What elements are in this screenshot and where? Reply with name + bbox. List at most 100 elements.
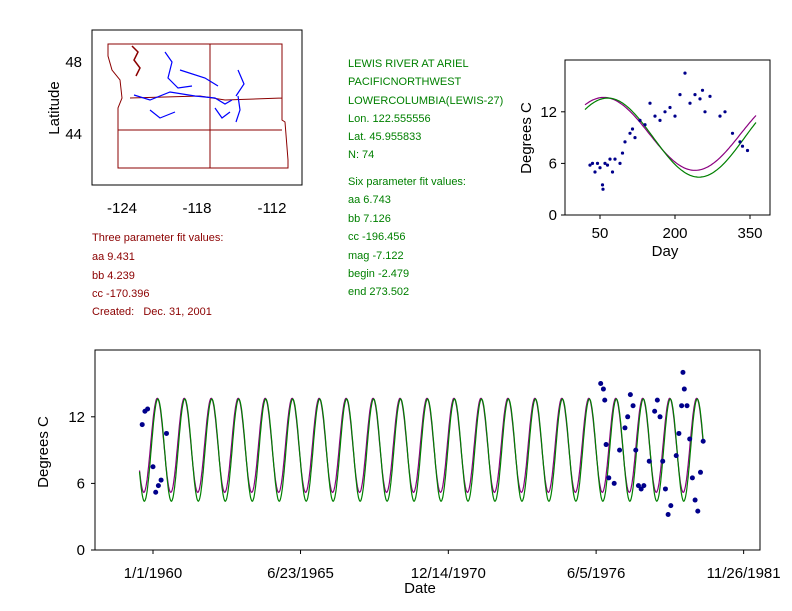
seasonal-data-point [623,140,627,144]
seasonal-data-point [603,161,607,165]
seasonal-data-point [708,94,712,98]
created-date: Created: Dec. 31, 2001 [92,306,212,318]
seasonal-chart: 50 200 350 0 6 12 Day Degrees C [518,59,771,260]
seasonal-data-point [688,101,692,105]
seasonal-data-point [740,144,745,148]
seasonal-data-point [630,127,635,131]
timeseries-data-point [689,475,695,481]
map-xtick: -124 [107,200,137,217]
seasonal-data-point [598,166,602,170]
six-param-aa: aa 6.743 [348,194,391,206]
timeseries-data-point [155,483,161,489]
timeseries-ytick-label: 12 [68,409,85,426]
timeseries-xtick-label: 12/14/1970 [411,565,486,582]
six-param-end: end 273.502 [348,286,410,298]
timeseries-data-point [603,442,609,448]
seasonal-data-point [658,118,662,122]
map-ytick: 44 [65,126,82,143]
timeseries-data-point [611,480,617,486]
timeseries-xtick-label: 1/1/1960 [124,565,182,582]
timeseries-data-point [695,508,701,514]
timeseries-data-point [687,436,693,442]
timeseries-xlabel: Date [404,580,436,597]
timeseries-data-point [681,386,687,392]
timeseries-xtick-label: 6/5/1976 [567,565,625,582]
timeseries-data-point [680,369,686,375]
timeseries-data-point [163,430,169,436]
timeseries-data-point [630,403,636,409]
station-lon: Lon. 122.555556 [348,113,431,125]
timeseries-data-point [684,403,690,409]
three-param-aa: aa 9.431 [92,251,135,263]
timeseries-data-point [139,422,145,428]
seasonal-data-point [628,131,632,135]
timeseries-data-point [625,414,631,420]
seasonal-data-point [605,163,610,167]
seasonal-data-point [745,148,750,153]
station-name: LEWIS RIVER AT ARIEL [348,58,469,70]
timeseries-data-point [153,489,159,495]
seasonal-data-point [718,114,722,118]
timeseries-chart: 1/1/1960 6/23/1965 12/14/1970 6/5/1976 11/26… [35,349,781,597]
timeseries-data-point [657,414,663,420]
seasonal-data-point [588,163,592,167]
seasonal-data-point [673,114,677,118]
seasonal-data-point [738,140,742,144]
seasonal-data-point [633,136,637,140]
seasonal-ytick-label: 12 [540,104,557,121]
rivers [133,51,245,123]
seasonal-data-point [590,161,595,165]
timeseries-data-point [635,483,641,489]
timeseries-data-point [673,453,679,459]
timeseries-data-point [145,406,151,412]
seasonal-data-point [613,157,617,161]
map-frame [91,29,303,186]
map-xtick: -112 [258,200,287,217]
seasonal-data-point [618,161,622,165]
seasonal-data-point [593,170,597,174]
seasonal-data-point [648,101,652,105]
seasonal-data-point [678,93,682,97]
timeseries-data-point [638,486,644,492]
three-param-fit-line [584,96,757,171]
timeseries-data-point [602,397,608,403]
three-param-fit-line [138,397,704,494]
seasonal-data-point [643,123,647,127]
seasonal-data-point [723,110,727,114]
map-ytick: 48 [65,54,82,71]
seasonal-data-point [698,97,702,101]
seasonal-data-point [601,187,605,191]
station-basin: LOWERCOLUMBIA(LEWIS-27) [348,95,504,107]
timeseries-data-point [633,447,639,453]
seasonal-data-point [693,93,697,97]
seasonal-data-point [595,161,600,165]
six-param-fit-line [584,97,757,178]
station-region: PACIFICNORTHWEST [348,76,462,88]
timeseries-data-point [158,477,164,483]
timeseries-data-point [679,403,685,409]
timeseries-data-point [676,430,682,436]
six-param-title: Six parameter fit values: [348,176,466,188]
seasonal-data-point [683,71,687,75]
timeseries-data-point [606,475,612,481]
map-xtick: -118 [183,200,212,217]
timeseries-data-point [700,438,706,444]
seasonal-xtick-label: 50 [592,225,609,242]
six-param-fit-line [138,398,704,502]
timeseries-data-point [617,447,623,453]
timeseries-data-point [660,458,666,464]
timeseries-data-point [641,483,647,489]
timeseries-data-point [654,397,660,403]
seasonal-data-point [653,114,657,118]
six-param-mag: mag -7.122 [348,250,404,262]
map-ylabel: Latitude [46,81,63,134]
six-param-begin: begin -2.479 [348,268,410,280]
timeseries-ytick-label: 6 [77,475,85,492]
three-param-title: Three parameter fit values: [92,232,224,244]
seasonal-ylabel: Degrees C [518,102,535,174]
timeseries-data-point [662,486,668,492]
seasonal-data-point [663,110,667,114]
seasonal-data-point [620,151,625,155]
seasonal-data-point [600,183,605,187]
